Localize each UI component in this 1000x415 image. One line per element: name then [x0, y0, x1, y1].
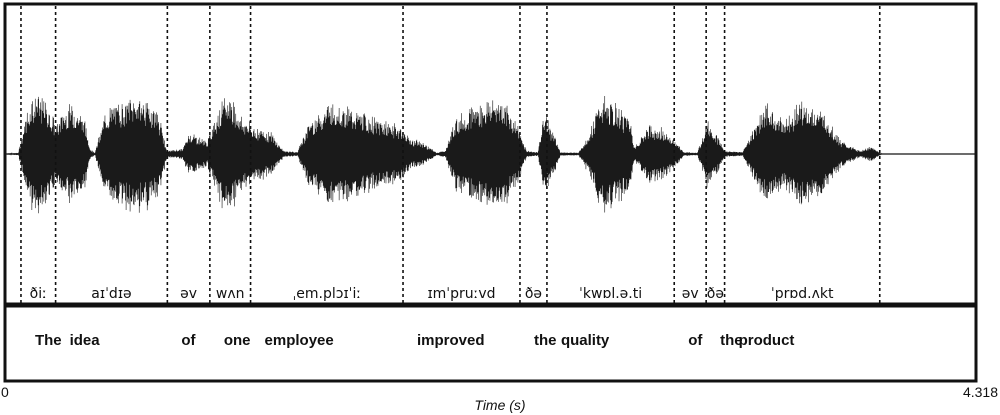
time-axis-end-label: 4.318 [962, 384, 998, 400]
word-panel [3, 304, 978, 383]
segment-boundaries [20, 6, 881, 303]
time-axis-title: Time (s) [474, 397, 526, 413]
speech-waveform [5, 95, 976, 214]
time-axis-start-label: 0 [1, 384, 9, 400]
